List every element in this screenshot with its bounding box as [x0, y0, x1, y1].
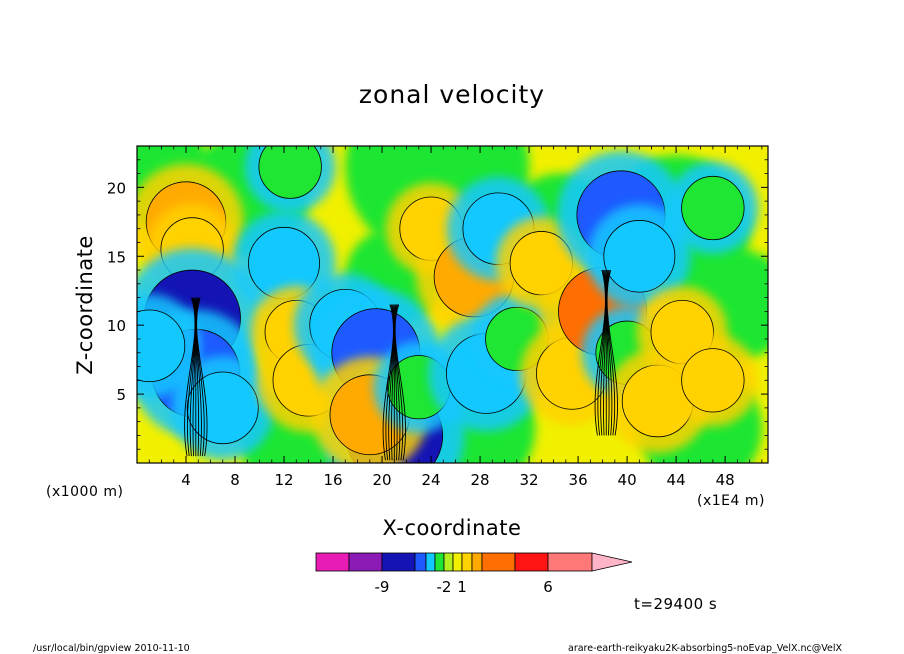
plot-frame [136, 145, 769, 464]
chart-title: zonal velocity [359, 80, 545, 109]
colorbar-label: 6 [543, 578, 553, 596]
field-core [681, 175, 745, 241]
colorbar-labels: -9 -2 1 6 [375, 578, 553, 596]
time-label: t=29400 s [634, 595, 717, 613]
field-core [186, 371, 259, 445]
colorbar-bin [443, 552, 454, 572]
y-axis-unit: (x1000 m) [46, 484, 123, 500]
colorbar-extend-arrow [591, 552, 633, 572]
x-tick-label: 40 [618, 471, 637, 489]
footer-command: /usr/local/bin/gpview 2010-11-10 [33, 643, 190, 654]
colorbar-bin [414, 552, 427, 572]
colorbar-bin [481, 552, 516, 572]
y-axis-label: Z-coordinate [73, 235, 97, 375]
x-tick-label: 20 [373, 471, 392, 489]
plume-contours [382, 304, 406, 461]
x-tick-label: 48 [716, 471, 735, 489]
colorbar-bin [348, 552, 383, 572]
colorbar-bin [315, 552, 350, 572]
colorbar-bin [461, 552, 473, 572]
x-tick-label: 32 [520, 471, 539, 489]
y-tick-label: 20 [107, 179, 126, 197]
x-tick-label: 8 [230, 471, 240, 489]
x-axis-unit: (x1E4 m) [697, 493, 765, 509]
plume-contours [594, 269, 618, 436]
colorbar-bin [514, 552, 549, 572]
colorbar-bin [471, 552, 483, 572]
field-core [258, 146, 322, 199]
x-axis: 4 8 12 16 20 24 28 32 36 40 44 48 [148, 146, 763, 489]
field-core [603, 220, 676, 293]
x-tick-label: 36 [569, 471, 588, 489]
colorbar-bin [452, 552, 463, 572]
colorbar-bin [381, 552, 416, 572]
colorbar-bin [425, 552, 436, 572]
colorbar-label: 1 [457, 578, 467, 596]
footer-file: arare-earth-reikyaku2K-absorbing5-noEvap… [568, 643, 843, 654]
colorbar-bin [434, 552, 445, 572]
y-tick-label: 5 [116, 386, 126, 404]
field-core [681, 348, 745, 413]
x-tick-label: 28 [471, 471, 490, 489]
colorbar-label: -2 [437, 578, 452, 596]
plume-contours [184, 297, 208, 457]
contour-fields [137, 146, 768, 463]
y-axis: 5 10 15 20 [107, 159, 768, 450]
x-tick-label: 12 [274, 471, 293, 489]
colorbar-bin [547, 552, 593, 572]
x-tick-label: 24 [422, 471, 441, 489]
y-tick-label: 15 [107, 248, 126, 266]
field-core [137, 309, 186, 383]
x-axis-label: X-coordinate [383, 516, 522, 540]
x-tick-label: 44 [667, 471, 686, 489]
y-tick-label: 10 [107, 317, 126, 335]
x-tick-label: 16 [323, 471, 342, 489]
colorbar-label: -9 [375, 578, 390, 596]
x-tick-label: 4 [181, 471, 191, 489]
colorbar [315, 552, 633, 572]
